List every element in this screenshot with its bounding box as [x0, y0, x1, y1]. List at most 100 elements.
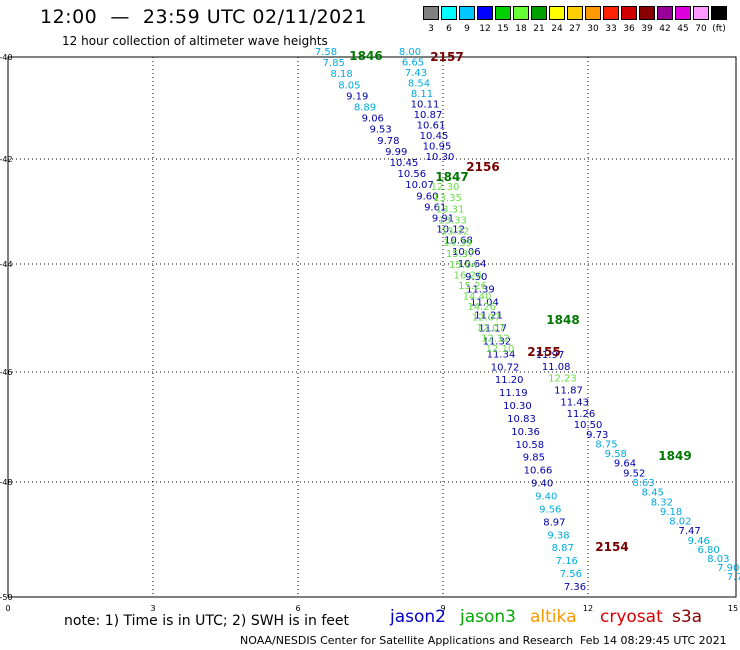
- wave-height-value: 14.26: [467, 302, 496, 313]
- scale-label: (ft): [712, 24, 726, 34]
- scale-label: 33: [605, 24, 617, 34]
- wave-height-value: 11.04: [470, 298, 499, 309]
- scale-swatch: [477, 6, 493, 20]
- wave-height-value: 9.19: [346, 91, 368, 102]
- wave-height-value: 10.07: [405, 180, 434, 191]
- pass-time-label: 1846: [349, 49, 382, 63]
- scale-label: 18: [515, 24, 527, 34]
- latitude-label: -46: [0, 368, 13, 377]
- wave-height-value: 7.47: [678, 526, 700, 537]
- wave-height-value: 12.30: [431, 182, 460, 193]
- scale-swatch: [423, 6, 439, 20]
- wave-height-value: 7.16: [556, 556, 578, 567]
- wave-height-value: 7.58: [315, 47, 337, 58]
- wave-height-value: 15.26: [458, 281, 487, 292]
- scale-swatch: [693, 6, 709, 20]
- wave-height-value: 9.18: [660, 507, 682, 518]
- wave-height-value: 8.45: [642, 488, 664, 499]
- scale-label: 12: [479, 24, 491, 34]
- map-grid: [7, 56, 737, 598]
- satellite-legend-altika: altika: [530, 607, 577, 627]
- scale-label: 42: [659, 24, 671, 34]
- longitude-label: 9: [440, 604, 445, 613]
- scale-label: 21: [533, 24, 545, 34]
- wave-height-value: 15.04: [449, 260, 478, 271]
- latitude-label: -44: [0, 260, 13, 269]
- wave-height-value: 9.85: [523, 453, 545, 464]
- wave-height-value: 12.23: [548, 374, 577, 385]
- pass-time-label: 1848: [546, 313, 579, 327]
- wave-height-value: 7.90: [717, 563, 739, 574]
- wave-height-value: 8.32: [651, 497, 673, 508]
- wave-height-value: 10.68: [444, 236, 473, 247]
- wave-height-value: 12.07: [472, 313, 501, 324]
- wave-height-value: 6.80: [697, 545, 719, 556]
- wave-height-value: 16.26: [454, 271, 483, 282]
- scale-swatch: [549, 6, 565, 20]
- wave-height-value: 8.89: [354, 103, 376, 114]
- scale-label: 39: [641, 24, 653, 34]
- wave-height-value: 9.46: [688, 536, 710, 547]
- wave-height-value: 9.38: [547, 530, 569, 541]
- wave-height-value: 10.95: [423, 142, 452, 153]
- scale-swatch: [711, 6, 727, 20]
- wave-height-value: 9.78: [377, 136, 399, 147]
- longitude-label: 0: [5, 604, 10, 613]
- wave-height-value: 9.99: [385, 147, 407, 158]
- wave-height-value: 12.10: [486, 344, 515, 355]
- scale-swatch: [513, 6, 529, 20]
- wave-height-value: 8.18: [330, 69, 352, 80]
- wave-height-value: 11.87: [554, 386, 583, 397]
- wave-height-value: 11.43: [560, 397, 589, 408]
- wave-height-value: 8.87: [552, 543, 574, 554]
- wave-height-value: 11.32: [483, 336, 512, 347]
- chart-subtitle: 12 hour collection of altimeter wave hei…: [62, 34, 328, 48]
- wave-height-value: 9.40: [535, 492, 557, 503]
- scale-label: 30: [587, 24, 599, 34]
- latitude-label: -48: [0, 478, 13, 487]
- scale-swatch: [441, 6, 457, 20]
- wave-height-value: 10.66: [524, 466, 553, 477]
- wave-height-value: 11.39: [466, 285, 495, 296]
- wave-height-value: 10.87: [414, 110, 443, 121]
- satellite-legend-jason2: jason2: [390, 607, 446, 627]
- wave-height-value: 10.72: [491, 362, 520, 373]
- wave-height-value: 10.45: [420, 131, 449, 142]
- wave-height-value: 7.85: [323, 58, 345, 69]
- wave-height-value: 9.53: [369, 125, 391, 136]
- wave-height-value: 8.97: [543, 517, 565, 528]
- wave-height-value: 11.21: [474, 311, 503, 322]
- wave-height-value: 7.70: [727, 572, 740, 583]
- wave-height-value: 11.97: [536, 350, 565, 361]
- wave-height-value: 12.12: [481, 334, 510, 345]
- satellite-legend-cryosat: cryosat: [600, 607, 663, 627]
- pass-time-label: 2154: [595, 540, 628, 554]
- wave-height-value: 9.73: [586, 430, 608, 441]
- timestamp-text: Feb 14 08:29:45 UTC 2021: [580, 634, 727, 647]
- wave-height-value: 9.58: [605, 449, 627, 460]
- longitude-label: 3: [150, 604, 155, 613]
- wave-height-value: 10.61: [417, 121, 446, 132]
- wave-height-value: 13.31: [436, 204, 465, 215]
- wave-height-value: 10.58: [515, 440, 544, 451]
- scale-label: 36: [623, 24, 635, 34]
- scale-label: 70: [695, 24, 707, 34]
- scale-swatch: [639, 6, 655, 20]
- wave-height-value: 9.52: [623, 468, 645, 479]
- scale-label: 6: [446, 24, 452, 34]
- satellite-legend-s3a: s3a: [672, 607, 703, 627]
- wave-height-value: 8.05: [338, 80, 360, 91]
- satellite-tracks: 7.587.858.188.059.198.899.069.539.789.99…: [315, 47, 740, 593]
- wave-height-value: 7.43: [405, 68, 427, 79]
- wave-height-value: 9.60: [416, 191, 438, 202]
- wave-height-value: 8.03: [707, 554, 729, 565]
- wave-height-value: 11.20: [495, 375, 524, 386]
- map-border: [7, 56, 737, 598]
- wave-height-value: 9.06: [362, 114, 384, 125]
- scale-swatch: [675, 6, 691, 20]
- latitude-label: -42: [0, 155, 13, 164]
- wave-height-value: 12.07: [476, 323, 505, 334]
- wave-height-value: 14.39: [443, 238, 472, 249]
- wave-height-value: 11.08: [542, 362, 571, 373]
